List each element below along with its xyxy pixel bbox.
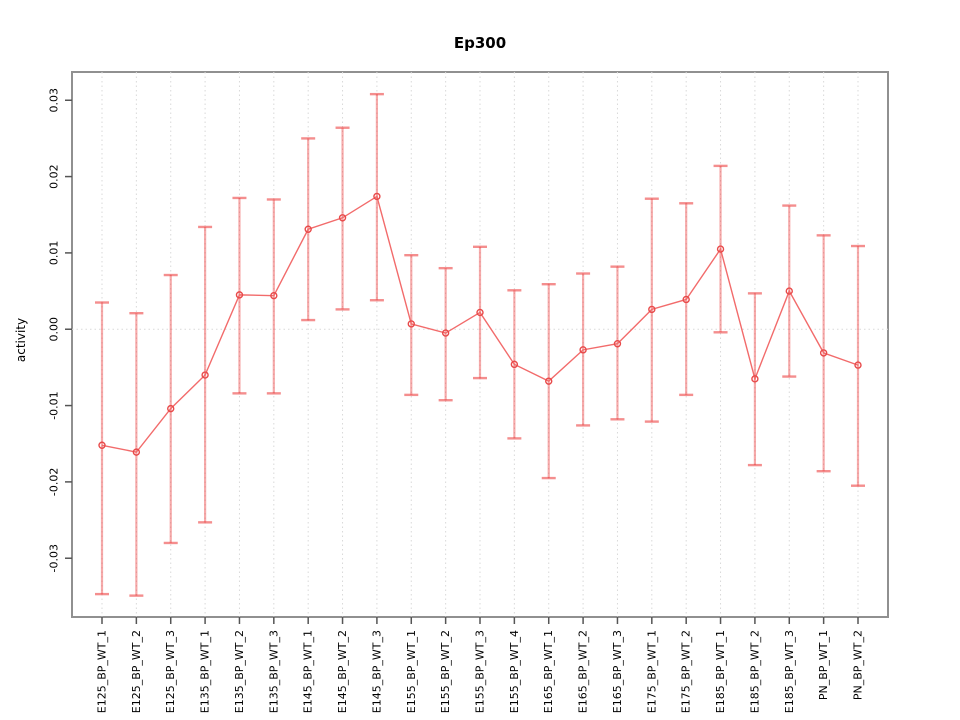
data-point xyxy=(338,214,347,222)
y-tick-label: 0.03 xyxy=(48,88,61,113)
x-tick-label: PN_BP_WT_2 xyxy=(852,630,865,700)
chart-title: Ep300 xyxy=(454,34,506,52)
data-point xyxy=(510,360,519,369)
data-point xyxy=(854,361,862,369)
x-tick-label: E155_BP_WT_1 xyxy=(405,630,418,713)
x-tick-label: E125_BP_WT_3 xyxy=(164,630,177,713)
axes: -0.03 -0.02 -0.01 0.00 0.01 0.02 0.03 E125_BP_W… xyxy=(48,88,865,713)
y-tick-label: 0.00 xyxy=(48,317,61,342)
data-point xyxy=(545,377,553,385)
data-point xyxy=(270,291,278,300)
data-point xyxy=(441,329,450,337)
x-tick-label: E175_BP_WT_2 xyxy=(680,630,693,713)
data-points xyxy=(98,192,862,456)
x-tick-label: E135_BP_WT_3 xyxy=(267,630,280,713)
data-point xyxy=(682,295,690,304)
y-tick-label: -0.01 xyxy=(48,391,61,419)
data-point xyxy=(785,287,793,295)
series-line xyxy=(101,195,859,453)
data-point xyxy=(613,340,622,348)
data-point xyxy=(751,375,759,383)
x-tick-label: E185_BP_WT_3 xyxy=(783,630,796,713)
x-tick-label: E125_BP_WT_1 xyxy=(96,630,109,713)
x-tick-label: E165_BP_WT_2 xyxy=(577,630,590,713)
data-point xyxy=(373,192,381,201)
x-tick-label: E155_BP_WT_2 xyxy=(439,630,452,713)
data-point xyxy=(716,245,725,253)
x-tick-label: E185_BP_WT_1 xyxy=(714,630,727,713)
x-tick-label: E185_BP_WT_2 xyxy=(748,630,761,713)
x-tick-label: E155_BP_WT_4 xyxy=(508,630,521,713)
error-bars xyxy=(95,92,865,597)
x-tick-label: E165_BP_WT_1 xyxy=(542,630,555,713)
y-tick-label: 0.02 xyxy=(48,164,61,189)
x-tick-label: E165_BP_WT_3 xyxy=(611,630,624,713)
data-point xyxy=(132,448,141,456)
y-tick-label: -0.03 xyxy=(48,544,61,572)
series-polyline xyxy=(101,195,859,453)
data-point xyxy=(201,371,209,379)
x-tick-label: E145_BP_WT_1 xyxy=(302,630,315,713)
x-tick-label: E145_BP_WT_3 xyxy=(370,630,383,713)
gridlines xyxy=(72,72,888,617)
data-point xyxy=(579,346,587,354)
y-tick-label: -0.02 xyxy=(48,468,61,496)
data-point xyxy=(167,404,175,413)
x-tick-label: PN_BP_WT_1 xyxy=(817,630,830,700)
y-tick-label: 0.01 xyxy=(48,241,61,266)
x-tick-label: E135_BP_WT_1 xyxy=(199,630,212,713)
data-point xyxy=(235,291,244,299)
y-axis-title: activity xyxy=(14,318,28,362)
data-point xyxy=(819,349,828,357)
x-tick-label: E175_BP_WT_1 xyxy=(645,630,658,713)
x-tick-label: E135_BP_WT_2 xyxy=(233,630,246,713)
data-point xyxy=(407,320,415,328)
x-tick-label: E145_BP_WT_2 xyxy=(336,630,349,713)
data-point xyxy=(98,441,106,449)
x-tick-label: E125_BP_WT_2 xyxy=(130,630,143,713)
x-tick-label: E155_BP_WT_3 xyxy=(474,630,487,713)
data-point xyxy=(304,225,312,233)
data-point xyxy=(476,308,484,317)
data-point xyxy=(648,305,656,314)
